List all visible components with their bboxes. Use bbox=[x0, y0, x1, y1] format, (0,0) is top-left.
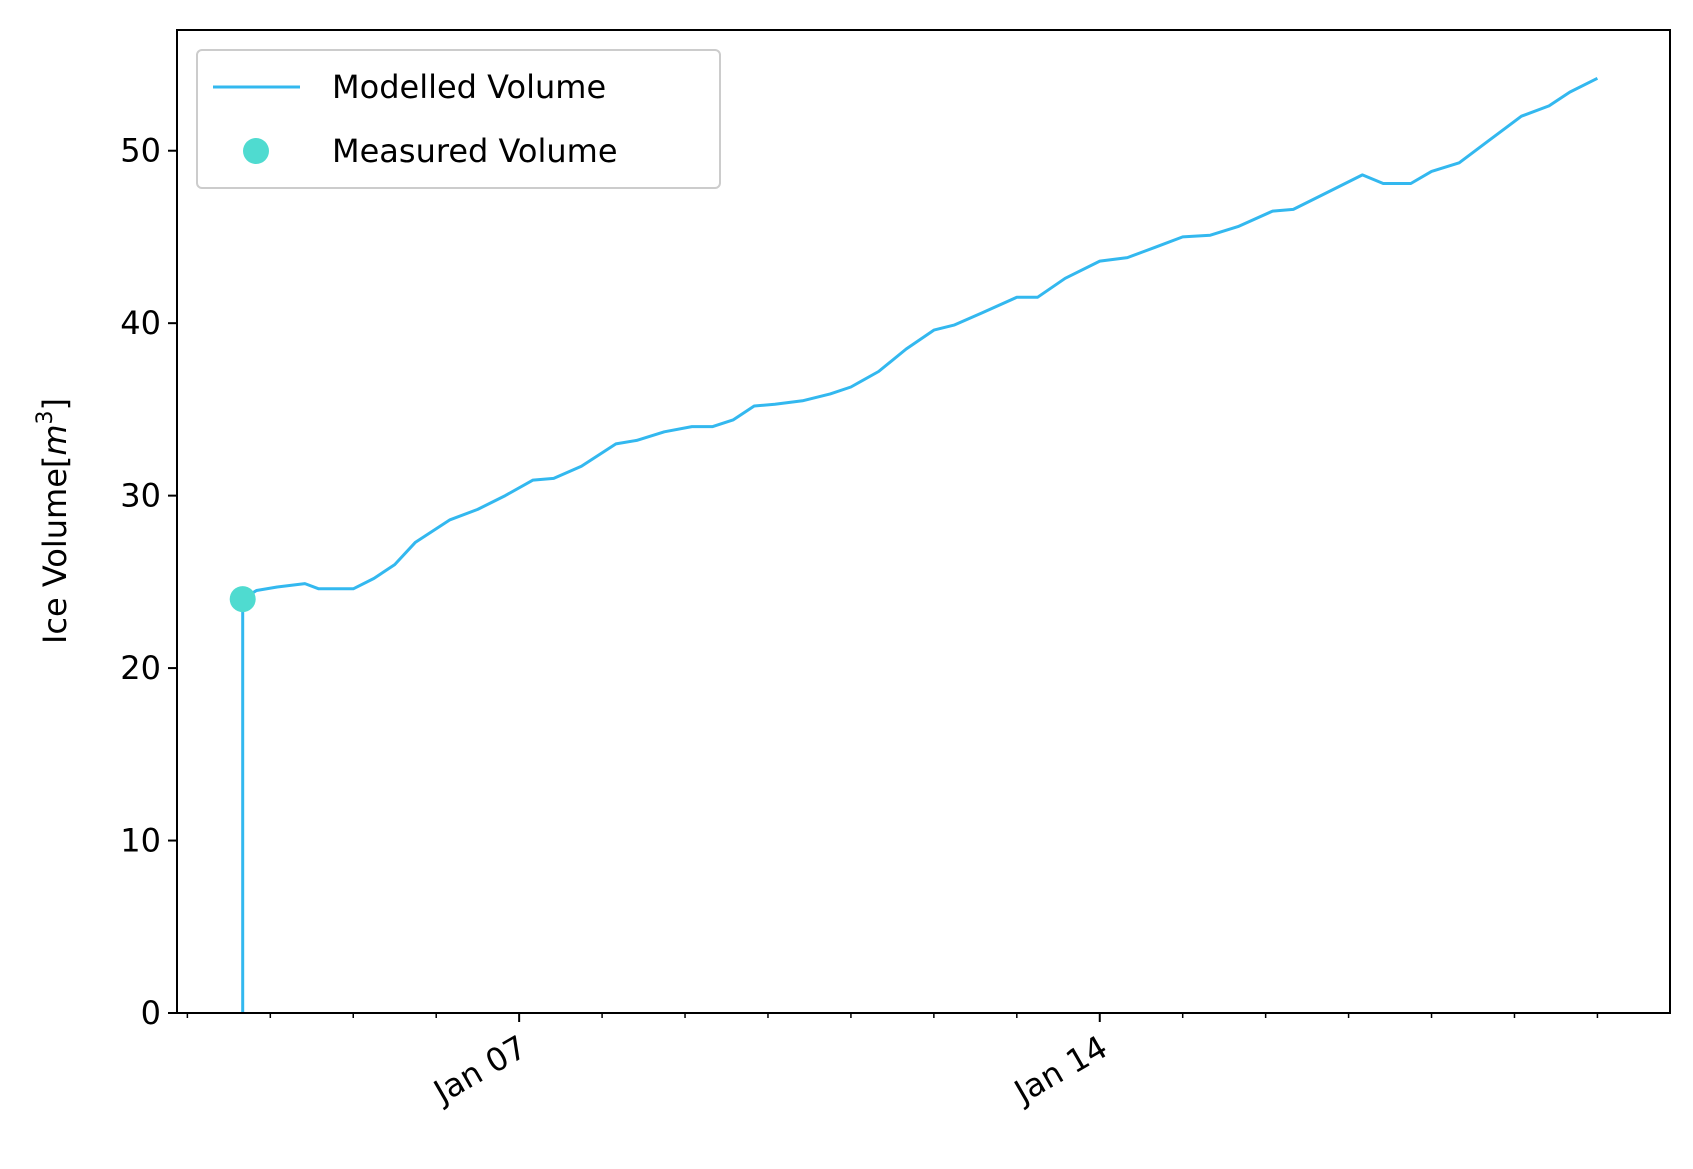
plot-frame bbox=[176, 29, 1671, 1014]
legend-label-measured: Measured Volume bbox=[332, 132, 618, 170]
legend-label-modelled: Modelled Volume bbox=[332, 68, 606, 106]
y-axis-label-text: Ice Volume[ bbox=[36, 456, 74, 644]
y-axis-label-close: ] bbox=[36, 398, 74, 410]
y-axis-label: Ice Volume[m3] bbox=[33, 398, 74, 644]
y-tick-label: 0 bbox=[141, 994, 161, 1032]
legend: Modelled Volume Measured Volume bbox=[196, 49, 721, 189]
y-axis-label-unit-exp: 3 bbox=[33, 410, 58, 424]
legend-swatch-measured bbox=[243, 138, 269, 164]
series-point-measured-volume bbox=[229, 586, 256, 613]
y-tick-label: 20 bbox=[120, 649, 161, 687]
series-line-modelled-volume bbox=[241, 76, 1599, 1013]
y-axis-label-unit: m bbox=[36, 424, 74, 455]
plot-layer bbox=[229, 76, 1599, 1013]
y-axis: 0 10 20 30 40 50 bbox=[120, 132, 177, 1032]
y-tick-label: 50 bbox=[120, 132, 161, 170]
legend-frame bbox=[196, 49, 721, 189]
y-tick-label: 40 bbox=[120, 304, 161, 342]
y-tick-label: 30 bbox=[120, 477, 161, 515]
y-tick-label: 10 bbox=[120, 822, 161, 860]
